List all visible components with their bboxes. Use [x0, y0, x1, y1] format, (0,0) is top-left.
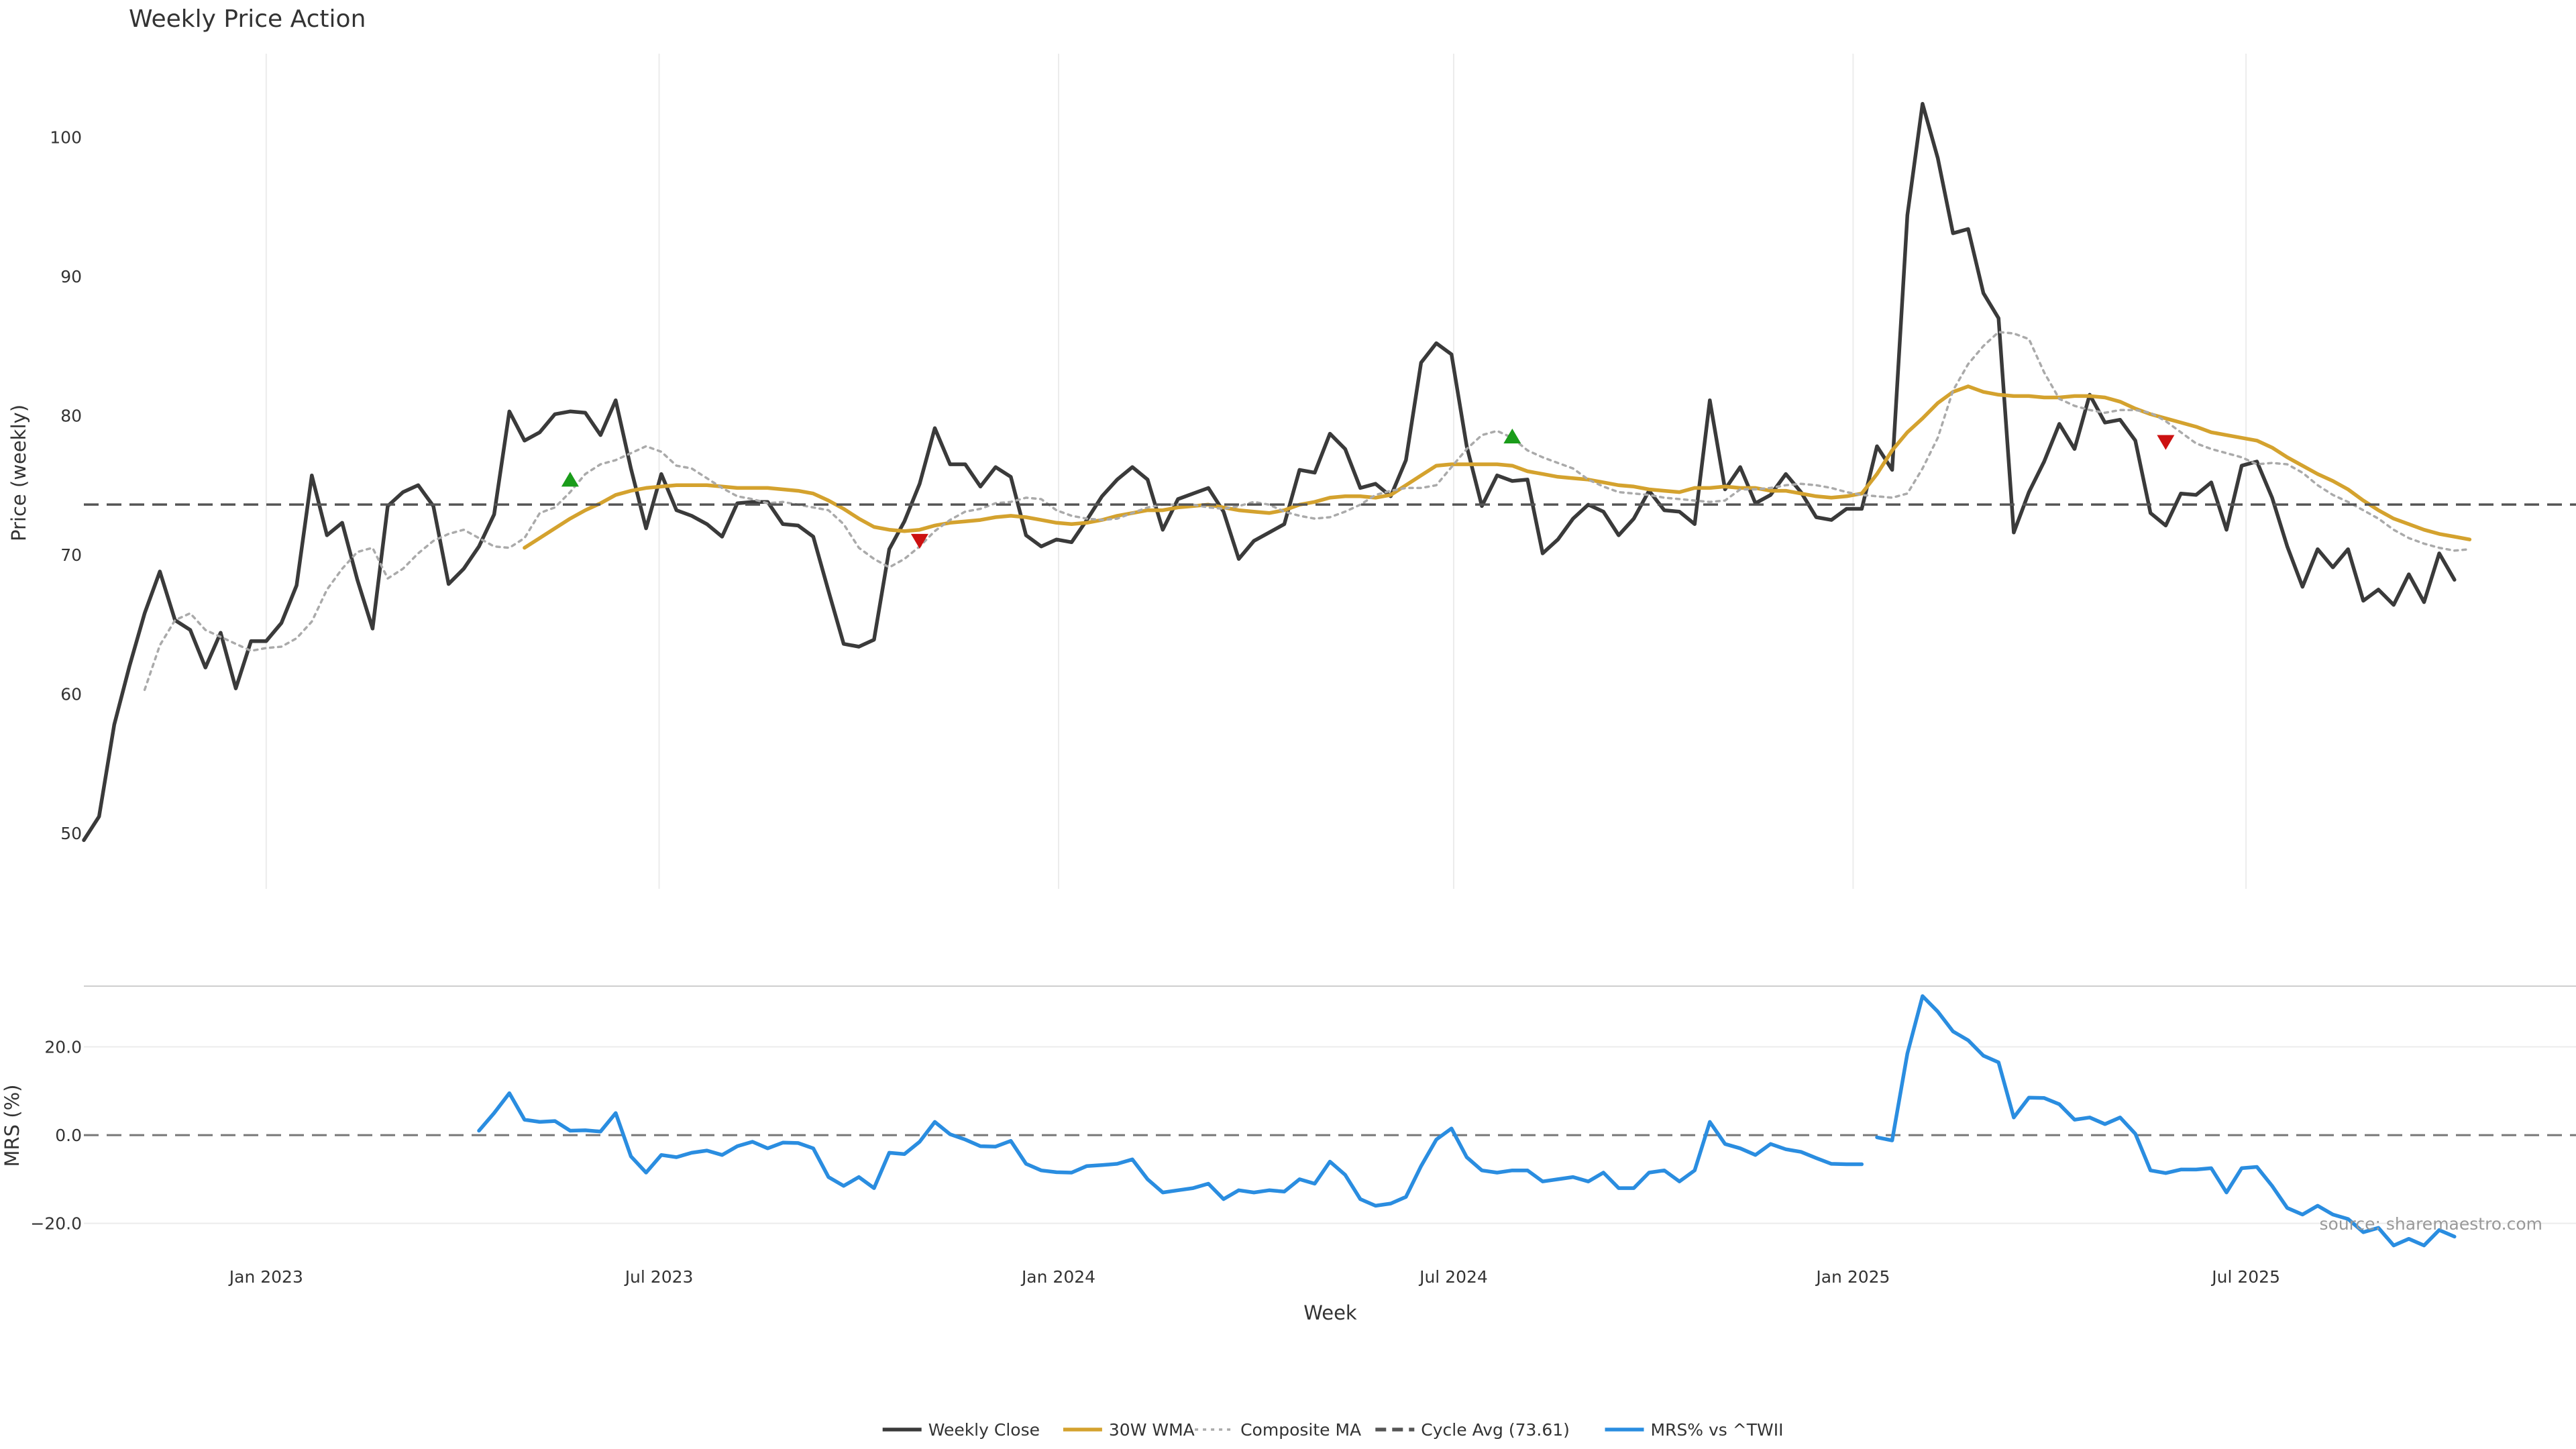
mrs-series — [477, 994, 2457, 1248]
legend-label-4: MRS% vs ^TWII — [1651, 1420, 1784, 1440]
buy-signal-marker-2 — [1503, 428, 1521, 444]
price-y-tick-2: 70 — [60, 545, 82, 565]
mrs-y-tick-1: 0.0 — [55, 1126, 82, 1145]
chart-title: Weekly Price Action — [129, 5, 366, 33]
mrs-y-ticks: 20.0 0.0 −20.0 — [30, 1038, 82, 1234]
legend-item-4: MRS% vs ^TWII — [1605, 1420, 1784, 1440]
mrs-series-line-1 — [1875, 994, 2457, 1248]
price-series — [82, 101, 2576, 843]
price-y-tick-4: 90 — [60, 267, 82, 286]
series-line-0 — [82, 101, 2457, 843]
x-tick-label-5: Jul 2025 — [2210, 1267, 2280, 1287]
series-line-1 — [523, 384, 2472, 550]
price-y-tick-3: 80 — [60, 407, 82, 426]
x-axis-label: Week — [1303, 1301, 1357, 1324]
signal-markers — [561, 428, 2175, 549]
legend-label-2: Composite MA — [1240, 1420, 1361, 1440]
sell-signal-marker-3 — [2157, 435, 2175, 450]
series-line-2 — [143, 331, 2471, 692]
price-y-tick-0: 50 — [60, 824, 82, 843]
source-caption: source: sharemaestro.com — [2320, 1214, 2543, 1234]
x-tick-label-3: Jul 2024 — [1418, 1267, 1488, 1287]
mrs-gridlines — [84, 1046, 2576, 1224]
price-y-tick-1: 60 — [60, 685, 82, 704]
mrs-series-line-0 — [477, 1091, 1864, 1208]
x-tick-label-2: Jan 2024 — [1020, 1267, 1095, 1287]
mrs-y-tick-2: −20.0 — [30, 1214, 82, 1234]
legend-item-0: Weekly Close — [882, 1420, 1040, 1440]
price-panel: 50 60 70 80 90 100 Price (weekly) — [7, 54, 2576, 889]
x-axis-ticks: Jan 2023 Jul 2023 Jan 2024 Jul 2024 Jan 2025… — [228, 1267, 2280, 1287]
buy-signal-marker-0 — [561, 472, 579, 487]
price-y-axis-label: Price (weekly) — [7, 405, 30, 541]
price-y-ticks: 50 60 70 80 90 100 — [50, 128, 82, 844]
price-gridlines — [265, 54, 2247, 889]
legend-item-3: Cycle Avg (73.61) — [1375, 1420, 1570, 1440]
price-y-tick-5: 100 — [50, 128, 82, 148]
legend-label-3: Cycle Avg (73.61) — [1421, 1420, 1570, 1440]
mrs-y-tick-0: 20.0 — [44, 1038, 82, 1057]
sell-signal-marker-1 — [910, 533, 928, 549]
legend-item-2: Composite MA — [1195, 1420, 1361, 1440]
x-tick-label-0: Jan 2023 — [228, 1267, 303, 1287]
x-tick-label-1: Jul 2023 — [624, 1267, 694, 1287]
mrs-y-axis-label: MRS (%) — [1, 1085, 23, 1167]
legend-item-1: 30W WMA — [1063, 1420, 1195, 1440]
mrs-panel: 20.0 0.0 −20.0 MRS (%) source: sharemaestr… — [1, 985, 2576, 1248]
legend-label-1: 30W WMA — [1109, 1420, 1195, 1440]
legend: Weekly Close 30W WMA Composite MA Cycle Avg… — [882, 1420, 1784, 1440]
legend-label-0: Weekly Close — [928, 1420, 1040, 1440]
x-tick-label-4: Jan 2025 — [1815, 1267, 1890, 1287]
